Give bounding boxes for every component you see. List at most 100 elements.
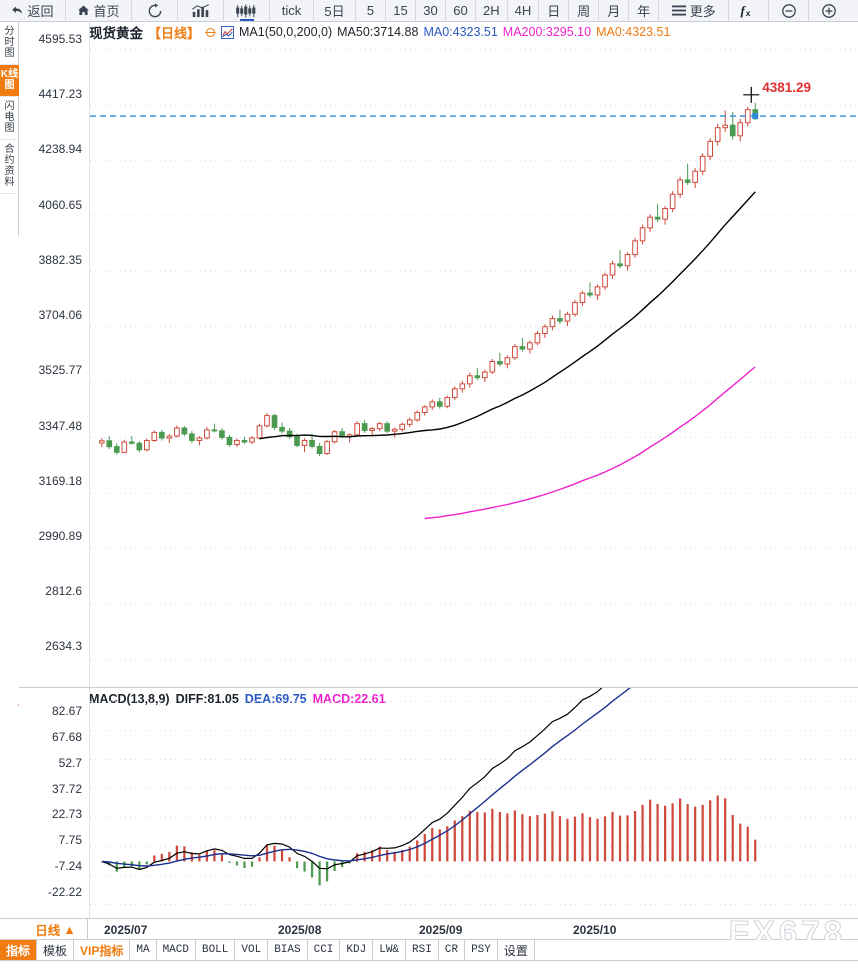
home-icon (78, 5, 90, 15)
period-5[interactable]: 5 (356, 0, 386, 21)
y-tick: 3169.18 (38, 474, 82, 488)
bar-chart-icon (191, 3, 209, 17)
indicator-toolbar: 指标 模板 VIP指标 MA MACD BOLL VOL BIAS CCI KD… (0, 940, 858, 961)
indicator-lwr[interactable]: LW& (373, 940, 407, 960)
top-toolbar: 返回 首页 (0, 0, 858, 22)
y-tick: 4238.94 (38, 142, 82, 156)
y-tick: 3525.77 (38, 363, 82, 377)
indicator-ma[interactable]: MA (130, 940, 157, 960)
indicator-tab-zhibiao[interactable]: 指标 (0, 940, 38, 960)
macd-y-tick: 37.72 (51, 782, 82, 796)
svg-text:x: x (746, 8, 751, 18)
macd-y-tick: 7.75 (58, 833, 82, 847)
svg-text:4381.29: 4381.29 (762, 80, 811, 95)
y-tick: 4417.23 (38, 87, 82, 101)
formula-button[interactable]: f x (729, 0, 770, 21)
ma-indicator-icon[interactable] (221, 25, 235, 39)
ma-params-label: MA1(50,0,200,0) (239, 25, 333, 39)
period-30[interactable]: 30 (416, 0, 446, 21)
refresh-button[interactable] (132, 0, 178, 21)
sidebar-item-kline[interactable]: K线图 (0, 65, 19, 97)
macd-diff-value: DIFF:81.05 (175, 692, 239, 706)
period-year[interactable]: 年 (629, 0, 660, 21)
macd-panel: MACD(13,8,9) DIFF:81.05 DEA:69.75 MACD:2… (19, 688, 858, 918)
indicator-settings[interactable]: 设置 (498, 940, 535, 960)
price-chart-header: 现货黄金 【日线】 MA1(50,0,200,0) MA50:3714.88 M… (89, 22, 670, 42)
macd-hist-value: MACD:22.61 (312, 692, 386, 706)
y-tick: 3882.35 (38, 253, 82, 267)
indicator-psy[interactable]: PSY (465, 940, 498, 960)
period-15-label: 15 (393, 3, 408, 18)
crosshair-circle-icon[interactable] (205, 27, 216, 38)
period-week-label: 周 (577, 4, 591, 19)
macd-chart-svg (90, 688, 858, 905)
ma200-value: MA200:3295.10 (502, 25, 592, 39)
macd-y-tick: 22.73 (51, 807, 82, 821)
bar-chart-button[interactable] (178, 0, 224, 21)
indicator-tab-vip[interactable]: VIP指标 (74, 940, 131, 960)
indicator-cr[interactable]: CR (439, 940, 466, 960)
indicator-macd[interactable]: MACD (157, 940, 196, 960)
price-plot-area[interactable]: 4381.29 (89, 22, 858, 687)
period-day-label: 日 (547, 4, 561, 19)
price-y-axis: 4595.53 4417.23 4238.94 4060.65 3882.35 … (19, 22, 89, 687)
period-chip-arrow-icon: ▲ (63, 922, 76, 937)
back-button[interactable]: 返回 (0, 0, 66, 21)
date-tick: 2025/07 (104, 923, 148, 937)
indicator-rsi[interactable]: RSI (406, 940, 439, 960)
y-tick: 3347.48 (38, 419, 82, 433)
zoom-out-button[interactable] (769, 0, 810, 21)
period-60[interactable]: 60 (446, 0, 476, 21)
home-button[interactable]: 首页 (66, 0, 132, 21)
ma50-value: MA50:3714.88 (337, 25, 419, 39)
sidebar-item-timeshare[interactable]: 分时图 (0, 22, 19, 65)
panel-divider (19, 687, 858, 688)
period-day[interactable]: 日 (539, 0, 570, 21)
indicator-boll[interactable]: BOLL (196, 940, 236, 960)
sidebar-item-lightning[interactable]: 闪电图 (0, 97, 19, 140)
indicator-tab-template[interactable]: 模板 (37, 940, 75, 960)
period-selector-chip[interactable]: 日线 ▲ (24, 919, 88, 940)
indicator-toolbar-filler (535, 940, 858, 960)
macd-plot-area[interactable] (89, 688, 858, 918)
period-30-label: 30 (423, 3, 438, 18)
y-tick: 3704.06 (38, 308, 82, 322)
macd-y-tick: -7.24 (54, 859, 82, 873)
y-tick: 4595.53 (38, 32, 82, 46)
period-5d[interactable]: 5日 (314, 0, 356, 21)
period-5d-label: 5日 (324, 4, 345, 19)
period-chip-label: 日线 (35, 924, 61, 938)
period-month[interactable]: 月 (599, 0, 630, 21)
svg-text:f: f (741, 3, 747, 18)
sidebar-item-contract-info[interactable]: 合约资料 (0, 140, 19, 194)
indicator-bias[interactable]: BIAS (268, 940, 308, 960)
hamburger-icon (671, 5, 686, 16)
indicator-cci[interactable]: CCI (308, 940, 341, 960)
indicator-vol[interactable]: VOL (235, 940, 269, 960)
footer-strip (0, 961, 858, 969)
period-week[interactable]: 周 (569, 0, 600, 21)
more-button[interactable]: 更多 (659, 0, 730, 21)
macd-y-tick: 52.7 (58, 756, 82, 770)
y-tick: 2812.6 (45, 584, 82, 598)
date-tick: 2025/08 (278, 923, 322, 937)
indicator-kdj[interactable]: KDJ (340, 940, 374, 960)
period-month-label: 月 (607, 4, 621, 19)
symbol-name: 现货黄金 (89, 26, 143, 41)
period-5-label: 5 (366, 3, 375, 18)
period-2h[interactable]: 2H (476, 0, 508, 21)
zoom-in-icon (822, 3, 837, 18)
candlestick-button[interactable] (224, 0, 270, 21)
period-tick[interactable]: tick (270, 0, 314, 21)
back-label: 返回 (27, 4, 54, 19)
macd-title: MACD(13,8,9) (89, 692, 170, 706)
period-4h[interactable]: 4H (508, 0, 540, 21)
macd-y-tick: -22.22 (47, 885, 82, 899)
date-axis: 日线 ▲ 2025/07 2025/08 2025/09 2025/10 (0, 918, 858, 940)
ma0-orange-value: MA0:4323.51 (596, 25, 671, 39)
zoom-in-button[interactable] (809, 0, 849, 21)
period-15[interactable]: 15 (386, 0, 416, 21)
candlestick-icon (236, 3, 256, 18)
more-label: 更多 (689, 4, 716, 19)
left-sidebar: 分时图 K线图 闪电图 合约资料 (0, 22, 19, 236)
